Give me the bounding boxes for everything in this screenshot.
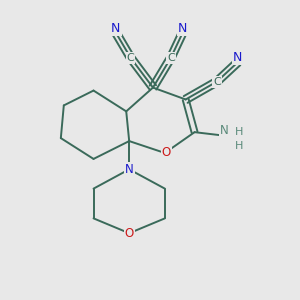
Text: C: C xyxy=(213,76,221,87)
Text: H: H xyxy=(235,127,243,137)
Text: O: O xyxy=(162,146,171,160)
Text: N: N xyxy=(111,22,121,34)
Text: O: O xyxy=(124,227,134,240)
Text: H: H xyxy=(235,140,243,151)
Text: C: C xyxy=(127,53,135,63)
Text: N: N xyxy=(220,124,229,137)
Text: N: N xyxy=(125,163,134,176)
Text: N: N xyxy=(178,22,188,34)
Text: C: C xyxy=(167,53,175,63)
Text: N: N xyxy=(233,51,242,64)
